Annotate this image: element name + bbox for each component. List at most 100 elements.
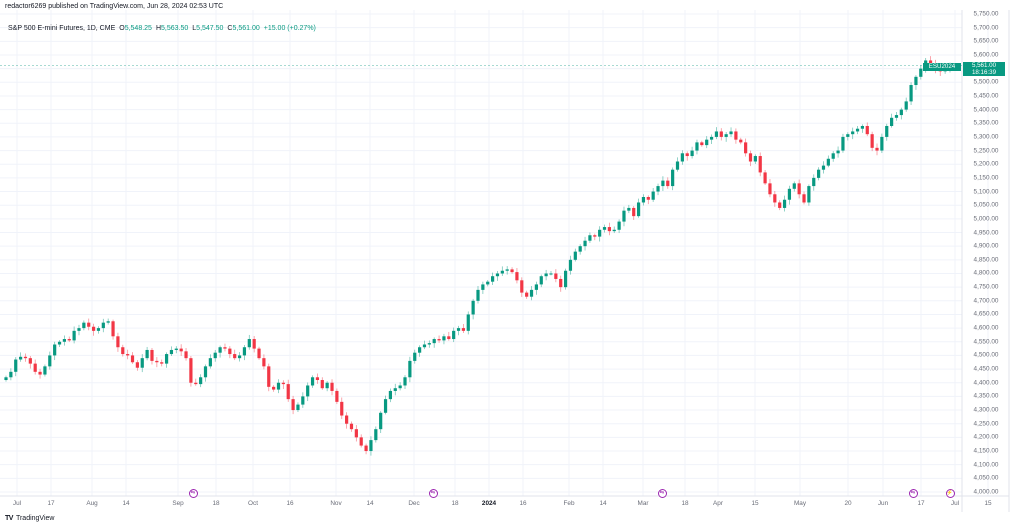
footer-brand: TV TradingView <box>5 515 54 522</box>
candle <box>184 348 188 361</box>
candle <box>403 375 407 390</box>
price-tick-label: 5,000.00 <box>973 215 999 223</box>
time-tick-label: 18 <box>681 500 689 507</box>
bar-countdown: 18:16:39 <box>971 69 997 76</box>
earnings-flash-icon[interactable]: ⚡ <box>945 489 955 498</box>
candle <box>700 140 704 147</box>
dividend-split-icon[interactable]: ⇆ <box>188 489 198 498</box>
candle <box>515 268 519 284</box>
candle <box>520 277 524 297</box>
candle <box>894 112 899 121</box>
candle <box>583 236 587 251</box>
dividend-split-icon[interactable]: ⇆ <box>908 489 918 498</box>
candle <box>651 187 655 202</box>
candle <box>203 364 208 382</box>
price-tick-label: 5,200.00 <box>973 160 999 168</box>
time-tick-label: 15 <box>984 500 992 507</box>
candle <box>792 181 796 192</box>
candle <box>315 373 320 384</box>
price-tick-label: 4,650.00 <box>973 310 999 318</box>
candle <box>398 382 402 391</box>
candle <box>539 274 543 288</box>
candle <box>23 353 28 362</box>
candle <box>62 335 66 346</box>
candle <box>169 346 174 356</box>
candle <box>748 150 753 167</box>
time-tick-label: May <box>793 500 807 507</box>
time-tick-label: 15 <box>751 500 759 507</box>
candle <box>505 266 509 275</box>
candle <box>617 219 621 234</box>
price-tick-label: 4,700.00 <box>973 297 999 305</box>
candle <box>349 421 354 432</box>
price-tick-label: 4,450.00 <box>973 365 999 373</box>
candle <box>267 363 271 392</box>
candle <box>160 359 164 367</box>
candle <box>335 388 339 405</box>
price-tick-label: 5,300.00 <box>973 133 999 141</box>
time-tick-label: 17 <box>917 500 925 507</box>
price-tick-label: 5,250.00 <box>973 147 999 155</box>
candle <box>388 388 393 403</box>
price-tick-label: 4,350.00 <box>973 392 999 400</box>
candle <box>345 412 349 429</box>
price-tick-label: 4,750.00 <box>973 283 999 291</box>
candle <box>588 232 592 243</box>
candle <box>549 271 553 276</box>
candle <box>880 133 884 154</box>
time-tick-label: Oct <box>248 500 258 507</box>
price-tick-label: 5,350.00 <box>973 119 999 127</box>
candle <box>33 359 37 375</box>
candle <box>130 352 135 364</box>
last-price-value: 5,561.00 <box>971 62 997 69</box>
candle <box>495 271 500 281</box>
candle <box>851 127 855 140</box>
candle <box>208 354 212 369</box>
candle <box>38 368 42 379</box>
candle <box>447 331 451 341</box>
candle <box>422 340 427 350</box>
time-tick-label: 14 <box>366 500 374 507</box>
chart-frame[interactable]: S&P 500 E-mini Futures, 1D, CME O5,548.2… <box>0 10 1009 513</box>
candle <box>486 280 490 287</box>
candle <box>91 323 96 336</box>
candle <box>607 222 611 236</box>
dividend-split-icon[interactable]: ⇆ <box>657 489 667 498</box>
candle <box>126 349 130 360</box>
candle <box>758 152 762 177</box>
candle <box>680 150 684 165</box>
candle <box>456 325 461 336</box>
price-axis[interactable]: 5,750.005,700.005,650.005,600.005,550.00… <box>962 0 1010 500</box>
time-tick-label: Apr <box>713 500 723 507</box>
candle <box>150 348 154 365</box>
candle <box>719 128 723 141</box>
candle <box>116 332 120 352</box>
candle <box>739 137 743 145</box>
candle <box>374 426 378 443</box>
time-tick-label: 16 <box>286 500 294 507</box>
candle <box>802 191 806 205</box>
candle <box>671 167 675 191</box>
price-tick-label: 4,250.00 <box>973 420 999 428</box>
time-axis[interactable]: Jul 17 Aug 14 Sep 18 Oct 16 Nov 14 Dec 18 2024 16 Feb 1… <box>0 500 992 512</box>
candle <box>559 275 563 292</box>
time-tick-label: Mar <box>637 500 649 507</box>
open-key: O <box>119 25 125 32</box>
candle <box>101 318 105 333</box>
candle <box>573 248 577 262</box>
candle <box>734 128 738 144</box>
candle <box>43 364 47 377</box>
dividend-split-icon[interactable]: ⇆ <box>428 489 438 498</box>
candle <box>632 206 636 220</box>
price-tick-label: 5,450.00 <box>973 92 999 100</box>
candle <box>354 425 358 442</box>
candle <box>695 139 699 155</box>
candle <box>476 286 480 304</box>
candle <box>534 281 538 295</box>
candle <box>753 154 757 164</box>
candle <box>763 169 767 185</box>
candle <box>821 161 826 174</box>
price-tick-label: 4,550.00 <box>973 338 999 346</box>
candle <box>782 195 787 212</box>
